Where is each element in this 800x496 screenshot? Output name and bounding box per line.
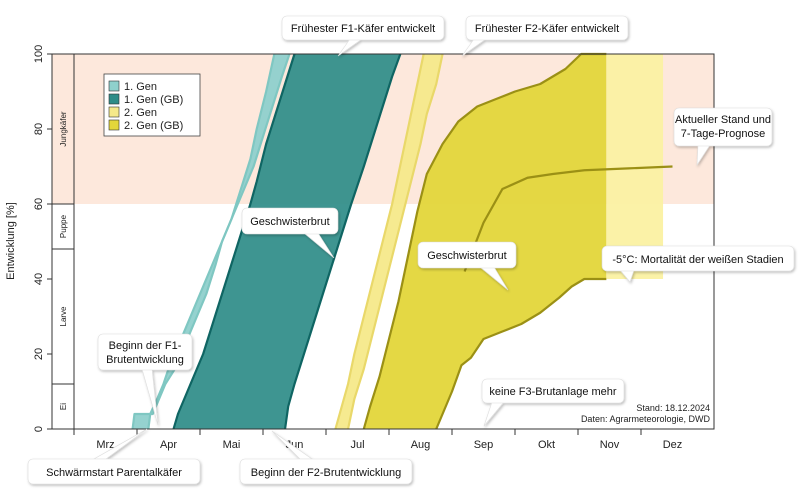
current-state-polyline bbox=[463, 165, 673, 272]
area-series-3 bbox=[363, 54, 607, 429]
y-axis: 0 20 40 60 80 100 bbox=[33, 45, 52, 432]
x-tick-label: Mai bbox=[223, 439, 241, 451]
callout-schwaermstart-text: Schwärmstart Parentalkäfer bbox=[46, 467, 182, 479]
callout-mortalitaet bbox=[601, 245, 795, 283]
callout-box bbox=[601, 245, 795, 272]
legend-label-gen1: 1. Gen bbox=[124, 81, 157, 93]
callout-box bbox=[239, 458, 413, 485]
callout-box bbox=[673, 107, 773, 147]
legend-box bbox=[103, 73, 201, 137]
callout-beginn-f1 bbox=[97, 333, 193, 426]
area-prognose bbox=[606, 54, 664, 279]
legend-swatch-gen2-gb bbox=[108, 119, 120, 131]
x-tick-label: Apr bbox=[160, 439, 177, 451]
callout-box bbox=[465, 15, 629, 41]
x-tick-label: Okt bbox=[538, 439, 555, 451]
y-tick-label: 60 bbox=[33, 198, 45, 210]
area-border-lower-2 bbox=[346, 53, 444, 430]
area-series-1 bbox=[173, 54, 401, 429]
stage-label: Jungkäfer bbox=[59, 111, 68, 146]
stage-dividers bbox=[52, 203, 74, 385]
callout-aktuell bbox=[673, 107, 773, 167]
legend-label-gen2-gb: 2. Gen (GB) bbox=[124, 120, 183, 132]
callout-aktuell-line1: Aktueller Stand und bbox=[675, 114, 771, 126]
area-border-lower-0 bbox=[147, 53, 291, 430]
callout-box bbox=[417, 241, 517, 269]
callout-geschwisterbrut-2 bbox=[417, 241, 517, 291]
plot-frame bbox=[51, 53, 715, 430]
area-border-lower-3 bbox=[435, 277, 607, 430]
callout-keine-f3-text: keine F3-Brutanlage mehr bbox=[489, 386, 617, 398]
data-source: Daten: Agrarmeteorologie, DWD bbox=[581, 414, 711, 424]
callout-pointer bbox=[271, 430, 313, 460]
callout-pointer bbox=[461, 38, 487, 57]
callout-geschwisterbrut-2-text: Geschwisterbrut bbox=[427, 250, 506, 262]
callout-beginn-f2-text: Beginn der F2-Brutentwicklung bbox=[251, 467, 401, 479]
callout-geschwisterbrut-1-text: Geschwisterbrut bbox=[250, 216, 329, 228]
callout-beginn-f1-line1: Beginn der F1- bbox=[109, 340, 182, 352]
callout-beginn-f1-line2: Brutentwicklung bbox=[106, 354, 184, 366]
callout-beginn-f2 bbox=[239, 430, 413, 485]
callout-box bbox=[281, 15, 445, 41]
legend-swatch-gen1-gb bbox=[108, 93, 120, 105]
legend-label-gen2: 2. Gen bbox=[124, 107, 157, 119]
area-border-upper-0 bbox=[131, 53, 276, 430]
stage-labels: Ei Larve Puppe Jungkäfer bbox=[59, 111, 68, 410]
legend: 1. Gen 1. Gen (GB) 2. Gen 2. Gen (GB) bbox=[103, 73, 201, 137]
callout-schwaermstart bbox=[27, 428, 201, 485]
x-tick-label: Jul bbox=[350, 439, 364, 451]
area-border-upper-2 bbox=[334, 53, 425, 430]
x-tick-label: Aug bbox=[411, 439, 431, 451]
area-border-upper-1 bbox=[172, 53, 296, 430]
callout-keine-f3 bbox=[481, 378, 625, 427]
y-tick-label: 0 bbox=[33, 426, 45, 432]
y-tick-label: 100 bbox=[33, 45, 45, 63]
callout-pointer bbox=[337, 38, 363, 57]
legend-swatch-gen2 bbox=[108, 106, 120, 118]
y-axis-label: Entwicklung [%] bbox=[5, 202, 17, 280]
area-series-0 bbox=[132, 54, 290, 429]
current-state-line bbox=[463, 165, 673, 272]
callout-fruehester-f1 bbox=[281, 15, 445, 57]
callout-box bbox=[97, 333, 193, 371]
callout-box bbox=[27, 458, 201, 485]
development-areas bbox=[131, 52, 664, 430]
x-tick-label: Dez bbox=[663, 439, 683, 451]
area-border-lower-1 bbox=[283, 53, 402, 430]
y-tick-label: 80 bbox=[33, 123, 45, 135]
callout-box bbox=[481, 378, 625, 404]
x-axis: Mrz Apr Mai Jun Jul Aug Sep Okt Nov Dez bbox=[73, 429, 683, 451]
area-series-2 bbox=[335, 54, 443, 429]
stage-label: Puppe bbox=[59, 214, 68, 238]
legend-swatch-gen1 bbox=[108, 80, 120, 92]
x-tick-label: Mrz bbox=[96, 439, 114, 451]
legend-label-gen1-gb: 1. Gen (GB) bbox=[124, 94, 183, 106]
callout-mortalitaet-text: -5°C: Mortalität der weißen Stadien bbox=[612, 254, 783, 266]
x-tick-label: Nov bbox=[600, 439, 620, 451]
x-tick-label: Sep bbox=[474, 439, 494, 451]
callout-fruehester-f2-text: Frühester F2-Käfer entwickelt bbox=[475, 23, 619, 35]
stage-label: Ei bbox=[59, 403, 68, 410]
stage-label: Larve bbox=[59, 306, 68, 327]
callout-aktuell-line2: 7-Tage-Prognose bbox=[681, 128, 765, 140]
y-tick-label: 20 bbox=[33, 348, 45, 360]
y-tick-label: 40 bbox=[33, 273, 45, 285]
area-border-upper-3 bbox=[362, 52, 607, 430]
callout-fruehester-f1-text: Frühester F1-Käfer entwickelt bbox=[291, 23, 435, 35]
callout-fruehester-f2 bbox=[461, 15, 629, 57]
callout-geschwisterbrut-1 bbox=[241, 207, 339, 259]
stand-date: Stand: 18.12.2024 bbox=[636, 403, 710, 413]
callout-box bbox=[241, 207, 339, 235]
